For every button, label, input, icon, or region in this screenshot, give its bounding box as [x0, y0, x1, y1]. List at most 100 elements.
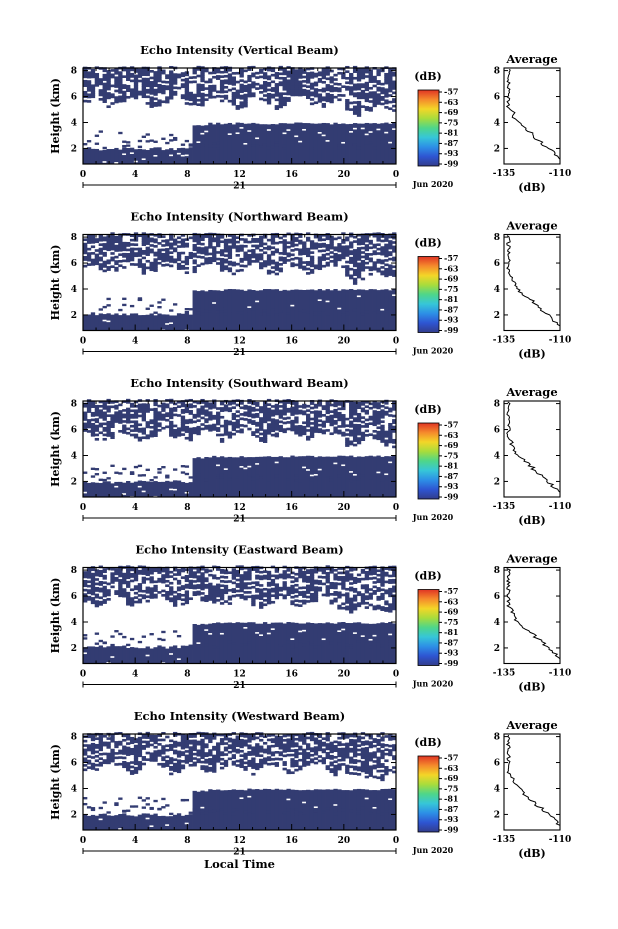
echo-cell	[235, 403, 240, 407]
echo-cell	[169, 739, 174, 743]
echo-cell	[360, 83, 366, 86]
echo-cell	[145, 423, 150, 427]
echo-cell	[137, 405, 143, 409]
echo-cell	[176, 254, 182, 257]
echo-cell	[114, 255, 119, 259]
echo-cell	[212, 406, 217, 409]
echo-cell	[145, 481, 150, 497]
echo-cell	[216, 413, 221, 417]
echo-cell	[251, 433, 256, 437]
echo-cell	[161, 314, 166, 331]
echo-cell	[161, 255, 166, 258]
echo-cell	[169, 260, 174, 263]
echo-cell	[282, 243, 287, 247]
echo-cell	[184, 260, 190, 263]
echo-cell	[216, 476, 221, 479]
echo-cell	[360, 105, 366, 108]
echo-cell	[192, 593, 197, 596]
echo-cell	[294, 403, 299, 406]
echo-cell	[145, 251, 150, 254]
echo-cell	[153, 421, 158, 424]
echo-cell	[106, 407, 111, 411]
echo-cell	[255, 477, 260, 480]
echo-cell	[208, 589, 213, 592]
echo-cell	[200, 86, 205, 89]
echo-cell	[266, 423, 272, 426]
echo-cell	[376, 82, 381, 85]
echo-cell	[188, 96, 193, 99]
echo-cell	[137, 92, 143, 96]
echo-cell	[266, 414, 272, 418]
echo-cell	[227, 99, 233, 103]
echo-cell	[270, 594, 276, 597]
echo-cell	[141, 418, 146, 422]
echo-cell	[298, 429, 303, 433]
echo-cell	[196, 731, 201, 735]
echo-cell	[309, 246, 315, 250]
echo-cell	[372, 104, 377, 108]
echo-cell	[259, 290, 264, 331]
echo-cell	[86, 254, 92, 258]
echo-cell	[368, 422, 373, 425]
echo-cell	[149, 237, 154, 241]
echo-cell	[345, 596, 350, 600]
echo-cell	[352, 404, 358, 407]
echo-cell	[157, 566, 162, 570]
echo-cell	[200, 572, 205, 575]
echo-cell	[192, 584, 197, 588]
echo-cell	[126, 768, 131, 772]
echo-cell	[290, 78, 295, 81]
echo-cell	[216, 418, 221, 421]
echo-cell	[161, 806, 166, 809]
echo-cell	[290, 235, 295, 239]
echo-cell	[118, 481, 123, 497]
echo-cell	[126, 585, 131, 588]
echo-cell	[317, 73, 323, 77]
echo-cell	[184, 428, 190, 431]
echo-cell	[161, 91, 166, 95]
echo-cell	[196, 125, 201, 164]
echo-cell	[345, 247, 350, 251]
echo-cell	[278, 92, 283, 95]
echo-cell	[352, 76, 358, 80]
echo-cell	[133, 435, 139, 439]
echo-cell	[384, 401, 389, 405]
echo-cell	[165, 96, 170, 99]
echo-cell	[216, 568, 221, 571]
echo-cell	[153, 589, 158, 592]
echo-cell	[247, 74, 252, 78]
echo-cell	[153, 90, 158, 94]
echo-cell	[384, 270, 389, 273]
echo-cell	[247, 573, 252, 577]
echo-cell	[313, 430, 319, 433]
echo-cell	[352, 273, 358, 277]
echo-cell	[349, 645, 354, 649]
echo-cell	[251, 72, 256, 76]
echo-cell	[317, 289, 323, 331]
echo-cell	[243, 418, 248, 421]
echo-cell	[223, 81, 229, 85]
echo-cell	[282, 87, 287, 91]
echo-cell	[149, 479, 154, 482]
echo-cell	[259, 91, 264, 94]
echo-cell	[259, 240, 264, 243]
echo-gap	[321, 638, 330, 641]
echo-cell	[83, 768, 88, 772]
echo-cell	[216, 594, 221, 598]
echo-cell	[180, 433, 186, 436]
panel-title: Echo Intensity (Southward Beam)	[130, 376, 348, 390]
echo-cell	[329, 568, 334, 572]
echo-cell	[122, 424, 127, 428]
echo-cell	[118, 592, 123, 595]
echo-cell	[270, 308, 276, 311]
echo-cell	[153, 260, 158, 264]
echo-cell	[274, 87, 280, 91]
echo-cell	[184, 86, 190, 90]
echo-cell	[392, 587, 397, 591]
echo-cell	[290, 123, 295, 164]
echo-cell	[388, 436, 393, 439]
echo-cell	[239, 72, 244, 76]
echo-cell	[133, 252, 139, 255]
echo-cell	[102, 588, 107, 591]
echo-cell	[372, 289, 377, 331]
